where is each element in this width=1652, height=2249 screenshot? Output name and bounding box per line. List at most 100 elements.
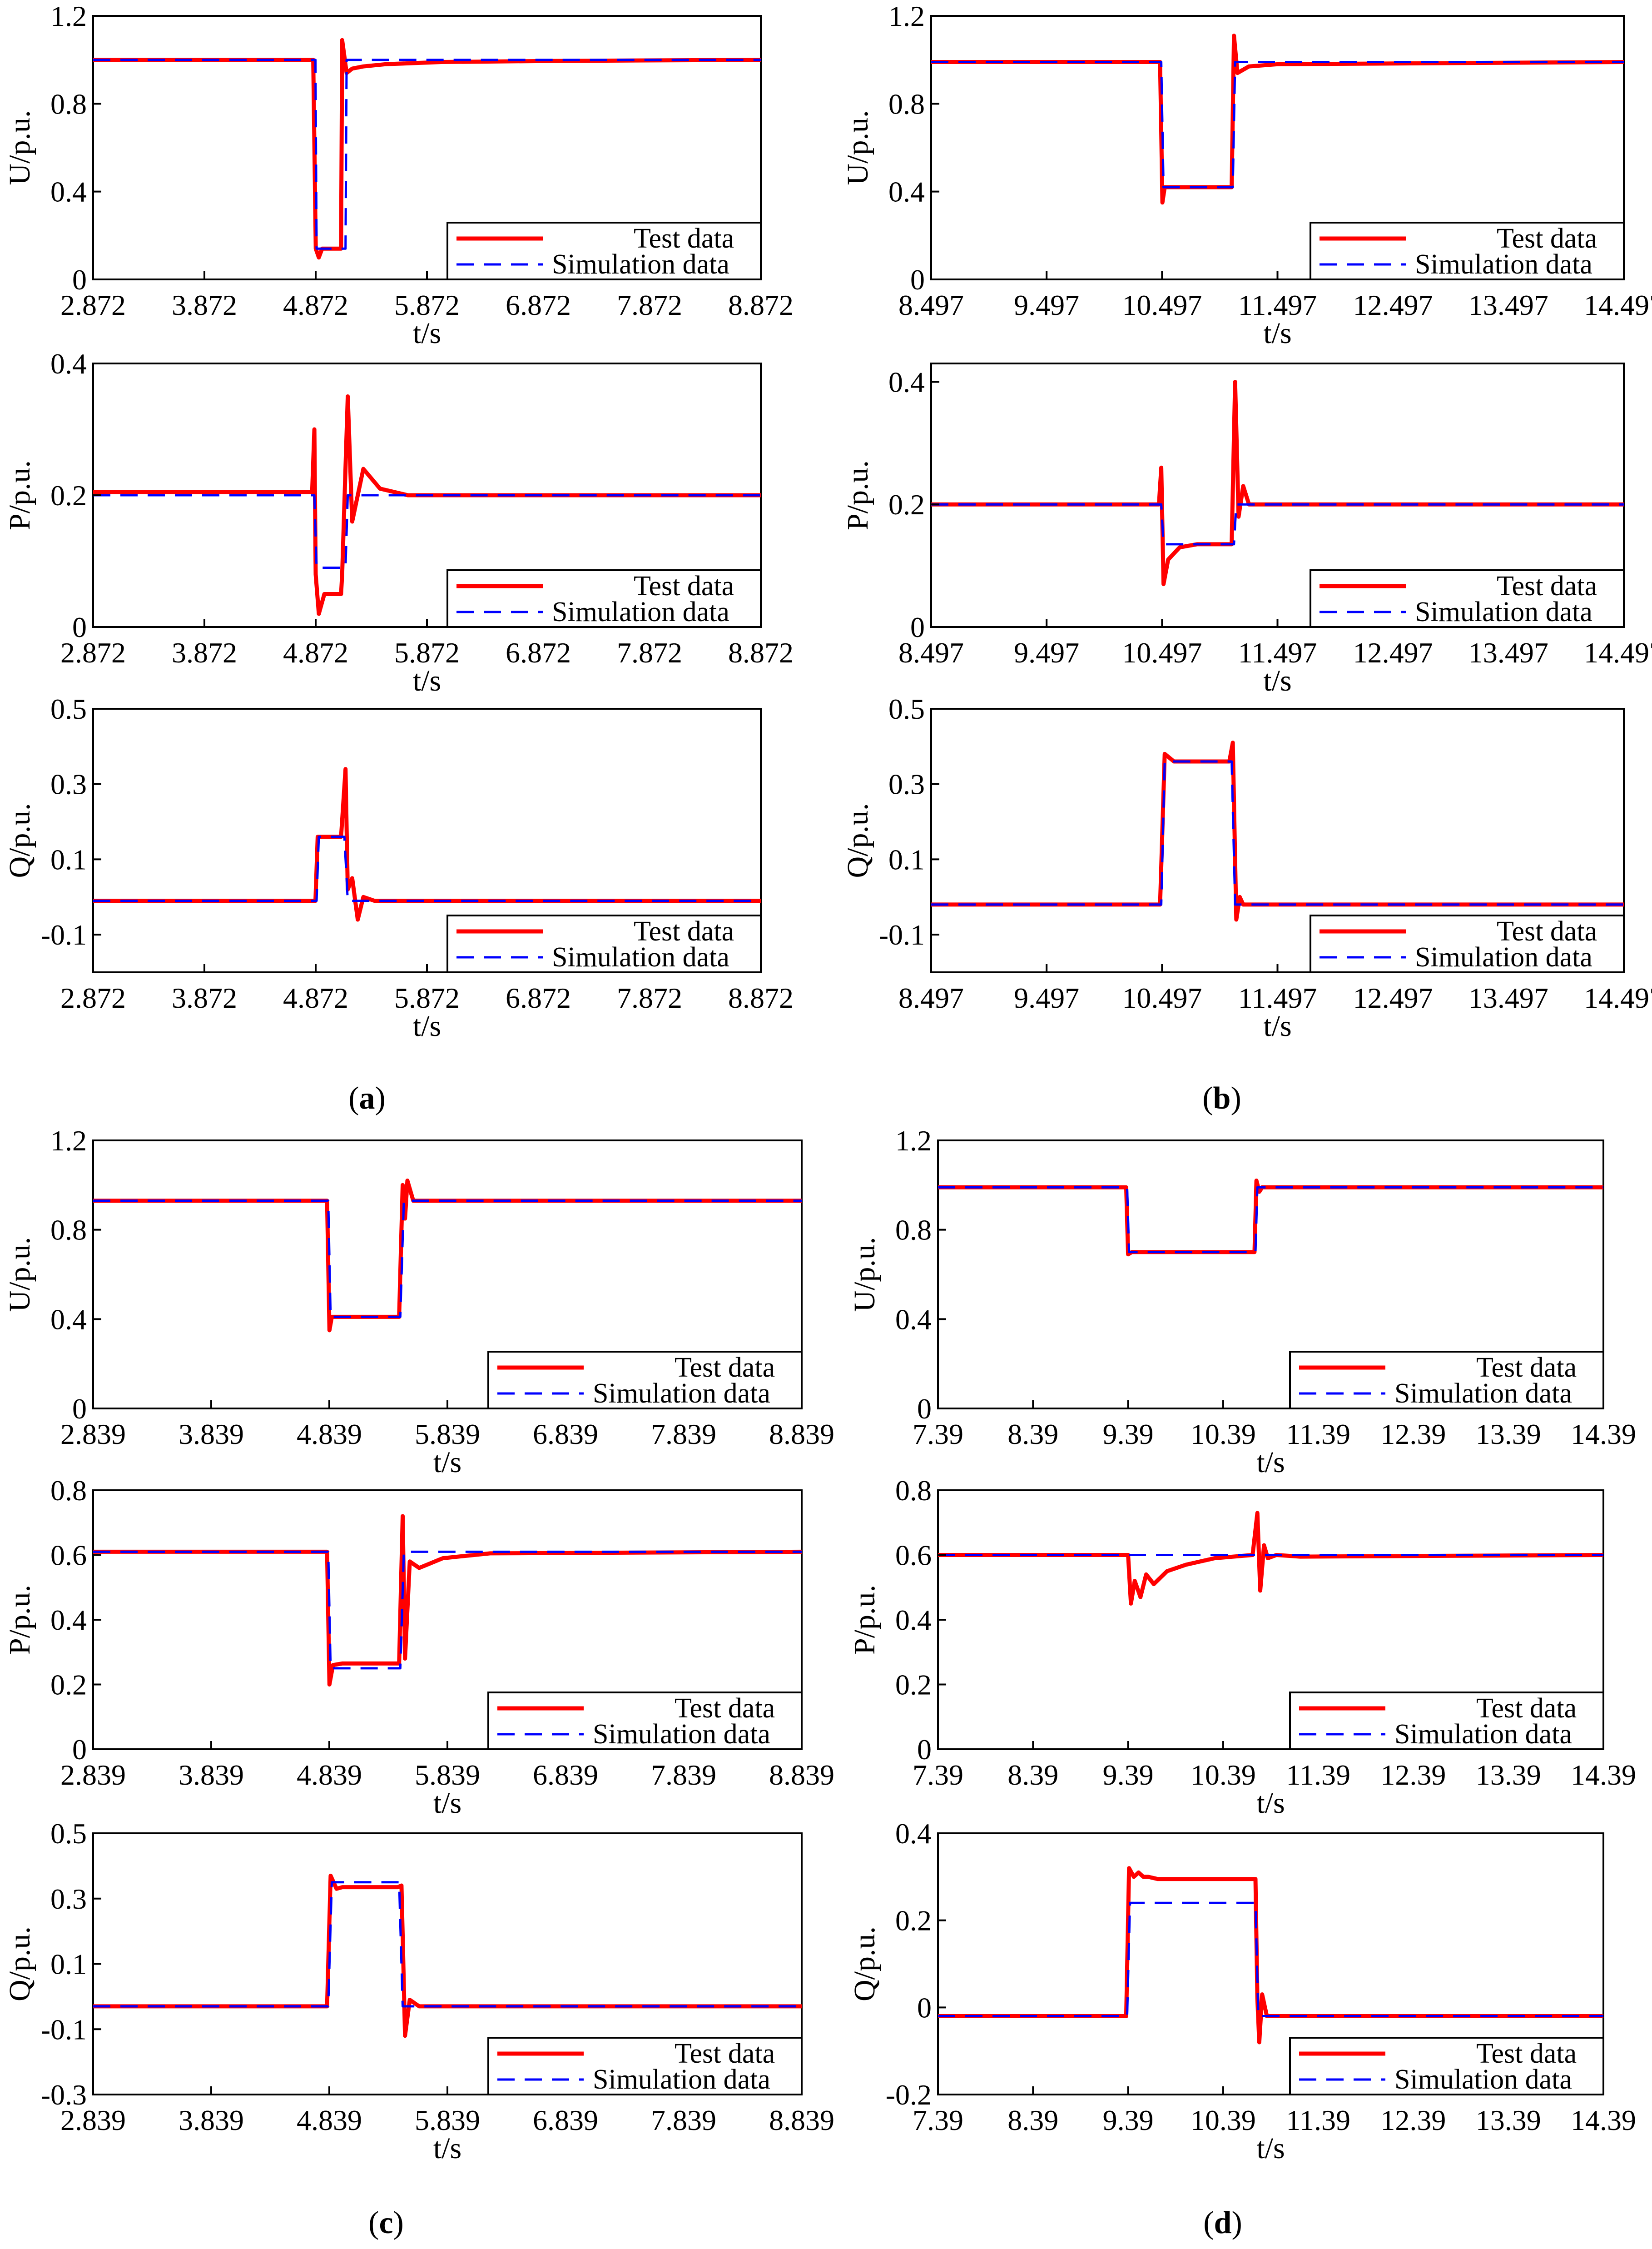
x-tick-label: 5.839 xyxy=(415,1759,480,1791)
y-tick-label: -0.3 xyxy=(41,2079,87,2111)
series-line-test xyxy=(93,394,761,616)
y-axis-label: U/p.u. xyxy=(848,1237,881,1312)
legend-box xyxy=(1310,569,1625,628)
x-tick-label: 7.872 xyxy=(617,982,682,1014)
x-tick-label: 10.497 xyxy=(1122,637,1202,669)
x-tick-label: 10.39 xyxy=(1191,2104,1256,2136)
y-tick-label: 0.2 xyxy=(50,479,87,512)
x-axis-label: t/s xyxy=(1256,2132,1285,2165)
x-tick-label: 8.497 xyxy=(898,289,964,321)
x-tick-label: 4.839 xyxy=(297,1759,362,1791)
x-tick-label: 5.839 xyxy=(415,2104,480,2136)
series-group xyxy=(93,394,761,616)
plot-frame xyxy=(937,1139,1604,1409)
series-line-test xyxy=(93,1873,802,2038)
series-line-simulation xyxy=(93,836,761,902)
series-line-simulation xyxy=(93,494,761,569)
x-tick-label: 2.872 xyxy=(60,982,126,1014)
x-tick-label: 6.872 xyxy=(506,637,571,669)
legend-label-simulation: Simulation data xyxy=(1394,2064,1572,2095)
x-tick-label: 13.497 xyxy=(1468,637,1548,669)
y-tick-label: 0 xyxy=(72,1733,87,1766)
series-group xyxy=(938,1866,1603,2045)
y-tick-label: 0.1 xyxy=(50,1948,87,1980)
x-tick-label: 8.497 xyxy=(898,982,964,1014)
series-line-simulation xyxy=(93,1881,802,2008)
x-tick-label: 6.872 xyxy=(506,982,571,1014)
series-line-test xyxy=(931,380,1624,587)
y-tick-label: 0.8 xyxy=(895,1474,932,1507)
y-tick-label: 0.8 xyxy=(50,1474,87,1507)
legend-label-simulation: Simulation data xyxy=(593,1378,770,1409)
x-tick-label: 13.39 xyxy=(1476,1418,1541,1450)
x-tick-label: 9.39 xyxy=(1103,1418,1154,1450)
series-line-simulation xyxy=(931,61,1624,189)
x-tick-label: 11.497 xyxy=(1238,637,1317,669)
x-tick-label: 7.39 xyxy=(913,2104,963,2136)
legend-label-test: Test data xyxy=(675,1693,775,1724)
y-tick-label: 0.4 xyxy=(888,176,925,208)
y-tick-label: 0.2 xyxy=(895,1669,932,1701)
series-line-simulation xyxy=(938,1901,1603,2017)
x-tick-label: 8.872 xyxy=(728,289,794,321)
x-tick-label: 10.497 xyxy=(1122,982,1202,1014)
x-axis-label: t/s xyxy=(413,664,441,697)
x-tick-label: 10.39 xyxy=(1191,1759,1256,1791)
y-tick-label: 0 xyxy=(72,611,87,643)
x-tick-label: 5.839 xyxy=(415,1418,480,1450)
x-axis-label: t/s xyxy=(1256,1786,1285,1820)
x-tick-label: 11.497 xyxy=(1238,289,1317,321)
y-axis-label: P/p.u. xyxy=(848,1585,881,1655)
x-tick-label: 3.872 xyxy=(172,982,237,1014)
y-tick-label: 0 xyxy=(917,1393,932,1425)
y-axis-label: Q/p.u. xyxy=(3,1926,36,2001)
y-tick-label: 1.2 xyxy=(50,0,87,32)
y-tick-label: 0.4 xyxy=(895,1817,932,1850)
legend-box xyxy=(446,222,762,280)
x-tick-label: 9.497 xyxy=(1014,982,1079,1014)
legend-box xyxy=(1310,222,1625,280)
x-tick-label: 3.872 xyxy=(172,289,237,321)
x-tick-label: 14.39 xyxy=(1571,2104,1636,2136)
x-tick-label: 7.839 xyxy=(651,1759,716,1791)
legend-label-test: Test data xyxy=(1476,2038,1577,2069)
legend-box xyxy=(1310,915,1625,973)
x-axis-label: t/s xyxy=(433,1786,461,1820)
y-tick-label: 1.2 xyxy=(888,0,925,32)
legend-label-simulation: Simulation data xyxy=(1394,1719,1572,1750)
x-tick-label: 14.497 xyxy=(1584,289,1652,321)
x-tick-label: 14.497 xyxy=(1584,637,1652,669)
legend-label-test: Test data xyxy=(1476,1693,1577,1724)
y-tick-label: 0.1 xyxy=(50,843,87,876)
chart-c_Q: 2.839 3.839 4.839 5.839 6.839 7.839 8.839 -0.3 -… xyxy=(3,1817,834,2165)
x-tick-label: 14.39 xyxy=(1571,1418,1636,1450)
x-tick-label: 6.839 xyxy=(533,2104,598,2136)
x-tick-label: 8.39 xyxy=(1007,2104,1058,2136)
y-tick-label: 0 xyxy=(917,1733,932,1766)
legend-label-simulation: Simulation data xyxy=(552,597,729,627)
y-tick-label: 0.4 xyxy=(895,1303,932,1335)
x-tick-label: 9.497 xyxy=(1014,637,1079,669)
charts-layer: 2.872 3.872 4.872 5.872 6.872 7.872 8.872 0 0.4 0… xyxy=(3,0,1652,2165)
legend-label-simulation: Simulation data xyxy=(1415,942,1592,973)
chart-c_U: 2.839 3.839 4.839 5.839 6.839 7.839 8.839 0 0.4 0… xyxy=(3,1124,834,1479)
y-tick-label: 0.5 xyxy=(50,1817,87,1850)
x-tick-label: 9.39 xyxy=(1103,2104,1154,2136)
series-group xyxy=(931,741,1624,922)
x-tick-label: 12.497 xyxy=(1353,289,1433,321)
legend-box xyxy=(487,1692,803,1750)
x-axis-label: t/s xyxy=(1256,1446,1285,1479)
series-group xyxy=(93,1873,802,2038)
x-tick-label: 3.839 xyxy=(179,1759,244,1791)
series-line-test xyxy=(938,1511,1603,1606)
series-line-simulation xyxy=(931,503,1624,546)
legend-label-test: Test data xyxy=(675,2038,775,2069)
panel-label-c: (c) xyxy=(368,2205,404,2240)
series-group xyxy=(93,767,761,922)
chart-d_U: 7.39 8.39 9.39 10.39 11.39 12.39 13.39 14.39 0 0.… xyxy=(848,1124,1636,1479)
